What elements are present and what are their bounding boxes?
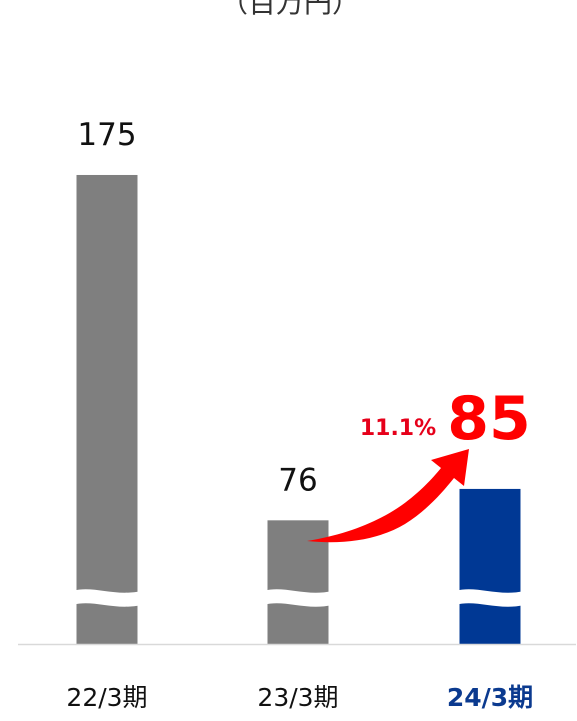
unit-label: （百万円） [220,0,360,19]
growth-arrow [307,449,469,543]
category-label-22/3期: 22/3期 [66,683,147,712]
growth-rate-label: 11.1% [360,416,436,441]
value-label-23/3期: 76 [278,462,317,498]
axis-break-24/3期 [455,589,525,607]
axis-break-23/3期 [263,589,333,607]
axis-break-22/3期 [72,589,142,607]
bar-22/3期 [76,174,138,645]
bar-24/3期 [459,488,521,644]
category-labels: 22/3期 23/3期 24/3期 [66,683,533,712]
value-label-24/3期: 85 [447,384,531,454]
growth-arrow-layer [307,449,469,543]
value-label-22/3期: 175 [77,117,136,153]
value-labels: 175 76 85 [77,117,530,498]
category-label-24/3期: 24/3期 [447,683,533,712]
category-label-23/3期: 23/3期 [257,683,338,712]
axis-breaks [72,589,525,607]
